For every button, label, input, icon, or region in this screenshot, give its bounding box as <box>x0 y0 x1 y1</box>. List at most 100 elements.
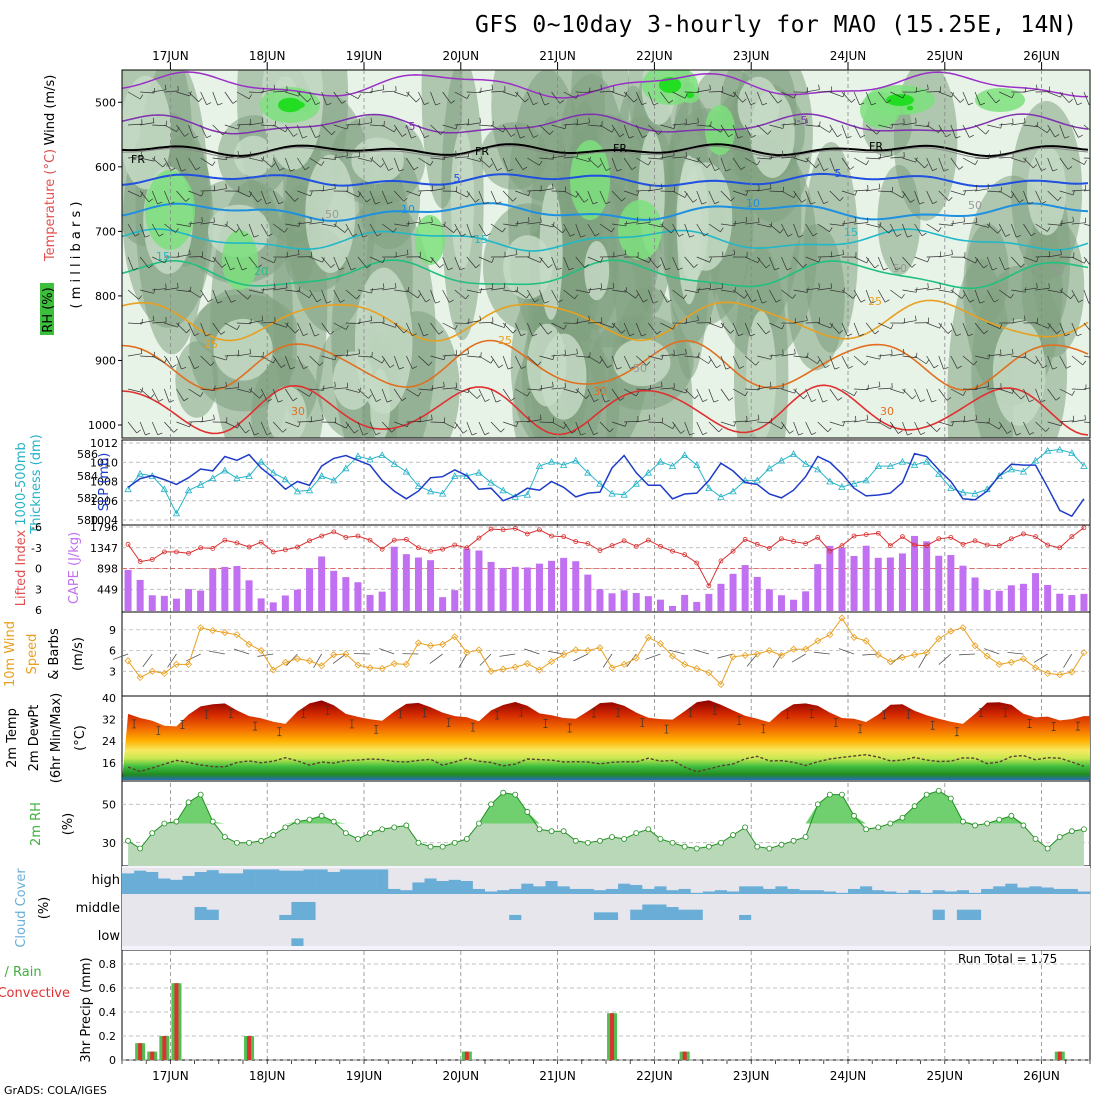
wind-barb <box>370 288 384 291</box>
lifted-point <box>258 539 264 545</box>
cloud-clear <box>412 920 425 946</box>
lifted-point <box>1069 534 1075 540</box>
wind-barb <box>720 322 731 334</box>
wind-barb-flag <box>253 235 259 238</box>
cloud-bar <box>956 909 970 920</box>
wind-barb <box>1059 420 1074 423</box>
wind-barb <box>478 287 493 291</box>
wind-barb <box>527 419 542 423</box>
cloud-clear <box>690 920 704 946</box>
cloud-clear <box>521 920 534 946</box>
cloud-bar <box>956 890 970 894</box>
cloud-bar <box>436 881 449 894</box>
wind-barb <box>660 223 672 234</box>
cloud-clear <box>678 868 691 889</box>
wind-speed-point <box>850 633 858 641</box>
wind-barb-flag <box>714 168 720 171</box>
wind-barb <box>986 223 998 234</box>
cape-bar <box>814 564 822 611</box>
wind-barb-flag <box>983 330 988 335</box>
cloud-clear <box>835 868 849 893</box>
thickness-point <box>995 472 1003 479</box>
wind-barb <box>781 156 796 159</box>
wind-barb <box>236 156 251 159</box>
wind-barb <box>393 355 400 370</box>
wind-barb <box>236 289 248 300</box>
wind-barb <box>1083 157 1090 159</box>
wind-barb-flag <box>526 391 531 397</box>
wind-barb-flag <box>352 233 358 237</box>
wind-barb <box>829 322 840 334</box>
wind-barb <box>926 355 935 369</box>
cloud-clear <box>932 920 946 946</box>
minmax-marker <box>761 724 766 734</box>
wind-barb-flag <box>184 133 189 137</box>
minmax-marker <box>374 724 379 734</box>
contour-label: 50 <box>893 262 907 275</box>
wind-barb <box>393 322 405 334</box>
wind-barb <box>551 421 565 429</box>
wind-barb <box>224 387 239 390</box>
wind-barb <box>720 421 735 427</box>
rh-point <box>911 803 918 810</box>
wind-barb-flag <box>660 381 663 387</box>
cloud-clear <box>339 868 353 870</box>
wind-barb <box>841 289 854 299</box>
wind-barb-flag <box>599 358 603 364</box>
wind-barb-flag <box>678 233 684 237</box>
wind-barb <box>987 155 1002 159</box>
cloud-clear <box>448 868 462 880</box>
wind-barb <box>817 223 830 232</box>
cape-bar <box>826 545 834 611</box>
contour-label: 50 <box>633 362 647 375</box>
wind-barb <box>817 287 832 291</box>
wind-barb-flag <box>697 315 699 321</box>
cloud-clear <box>303 894 316 902</box>
wind-barb-flag <box>145 432 151 436</box>
wind-barb <box>623 388 637 397</box>
wind-barb-flag <box>709 257 712 263</box>
wind-speed-point <box>681 660 689 668</box>
wind-barb <box>660 322 674 330</box>
wind-barb <box>926 256 941 258</box>
thickness-point <box>124 485 132 493</box>
wind-barb <box>406 388 419 397</box>
thickness-point <box>608 489 616 497</box>
precip-rain-bar <box>682 1051 687 1060</box>
wind-barb-flag <box>576 348 578 354</box>
cloud-bar <box>497 890 510 894</box>
wind-barb <box>732 124 739 139</box>
wind-barb-flag <box>769 381 772 387</box>
wind-speed-point <box>620 660 628 668</box>
cloud-clear <box>146 894 159 920</box>
rh-point <box>1020 822 1027 829</box>
wind-barb <box>926 223 939 232</box>
wind-barb <box>1083 223 1090 226</box>
wind-barb <box>357 223 364 238</box>
cloud-clear <box>327 894 341 920</box>
lifted-tick-label: 0 <box>35 563 42 576</box>
wind-barb <box>587 355 600 364</box>
surface-wind-barb <box>717 653 734 659</box>
wind-barb <box>1035 157 1042 171</box>
wind-barb <box>684 388 695 399</box>
wind-barb <box>599 124 613 133</box>
wind-barb <box>503 91 517 97</box>
cloud-clear <box>364 868 377 870</box>
wind-barb-flag <box>1029 399 1034 403</box>
rh-point <box>1081 826 1087 833</box>
wind-barb-flag <box>152 117 155 123</box>
wind-barb <box>950 91 961 103</box>
wind-barb <box>249 355 264 358</box>
wind-barb <box>902 122 917 126</box>
wind-barb <box>309 388 324 391</box>
cloud-clear <box>255 868 268 870</box>
wind-barb-flag <box>158 398 164 402</box>
cloud-clear <box>654 868 667 887</box>
wind-barb-flag <box>284 228 288 233</box>
rh-green <box>618 200 662 260</box>
cloud-clear <box>279 920 292 946</box>
wind-barb-flag <box>1068 99 1073 103</box>
wind-barb <box>127 353 142 357</box>
wind-speed-point <box>148 667 156 675</box>
